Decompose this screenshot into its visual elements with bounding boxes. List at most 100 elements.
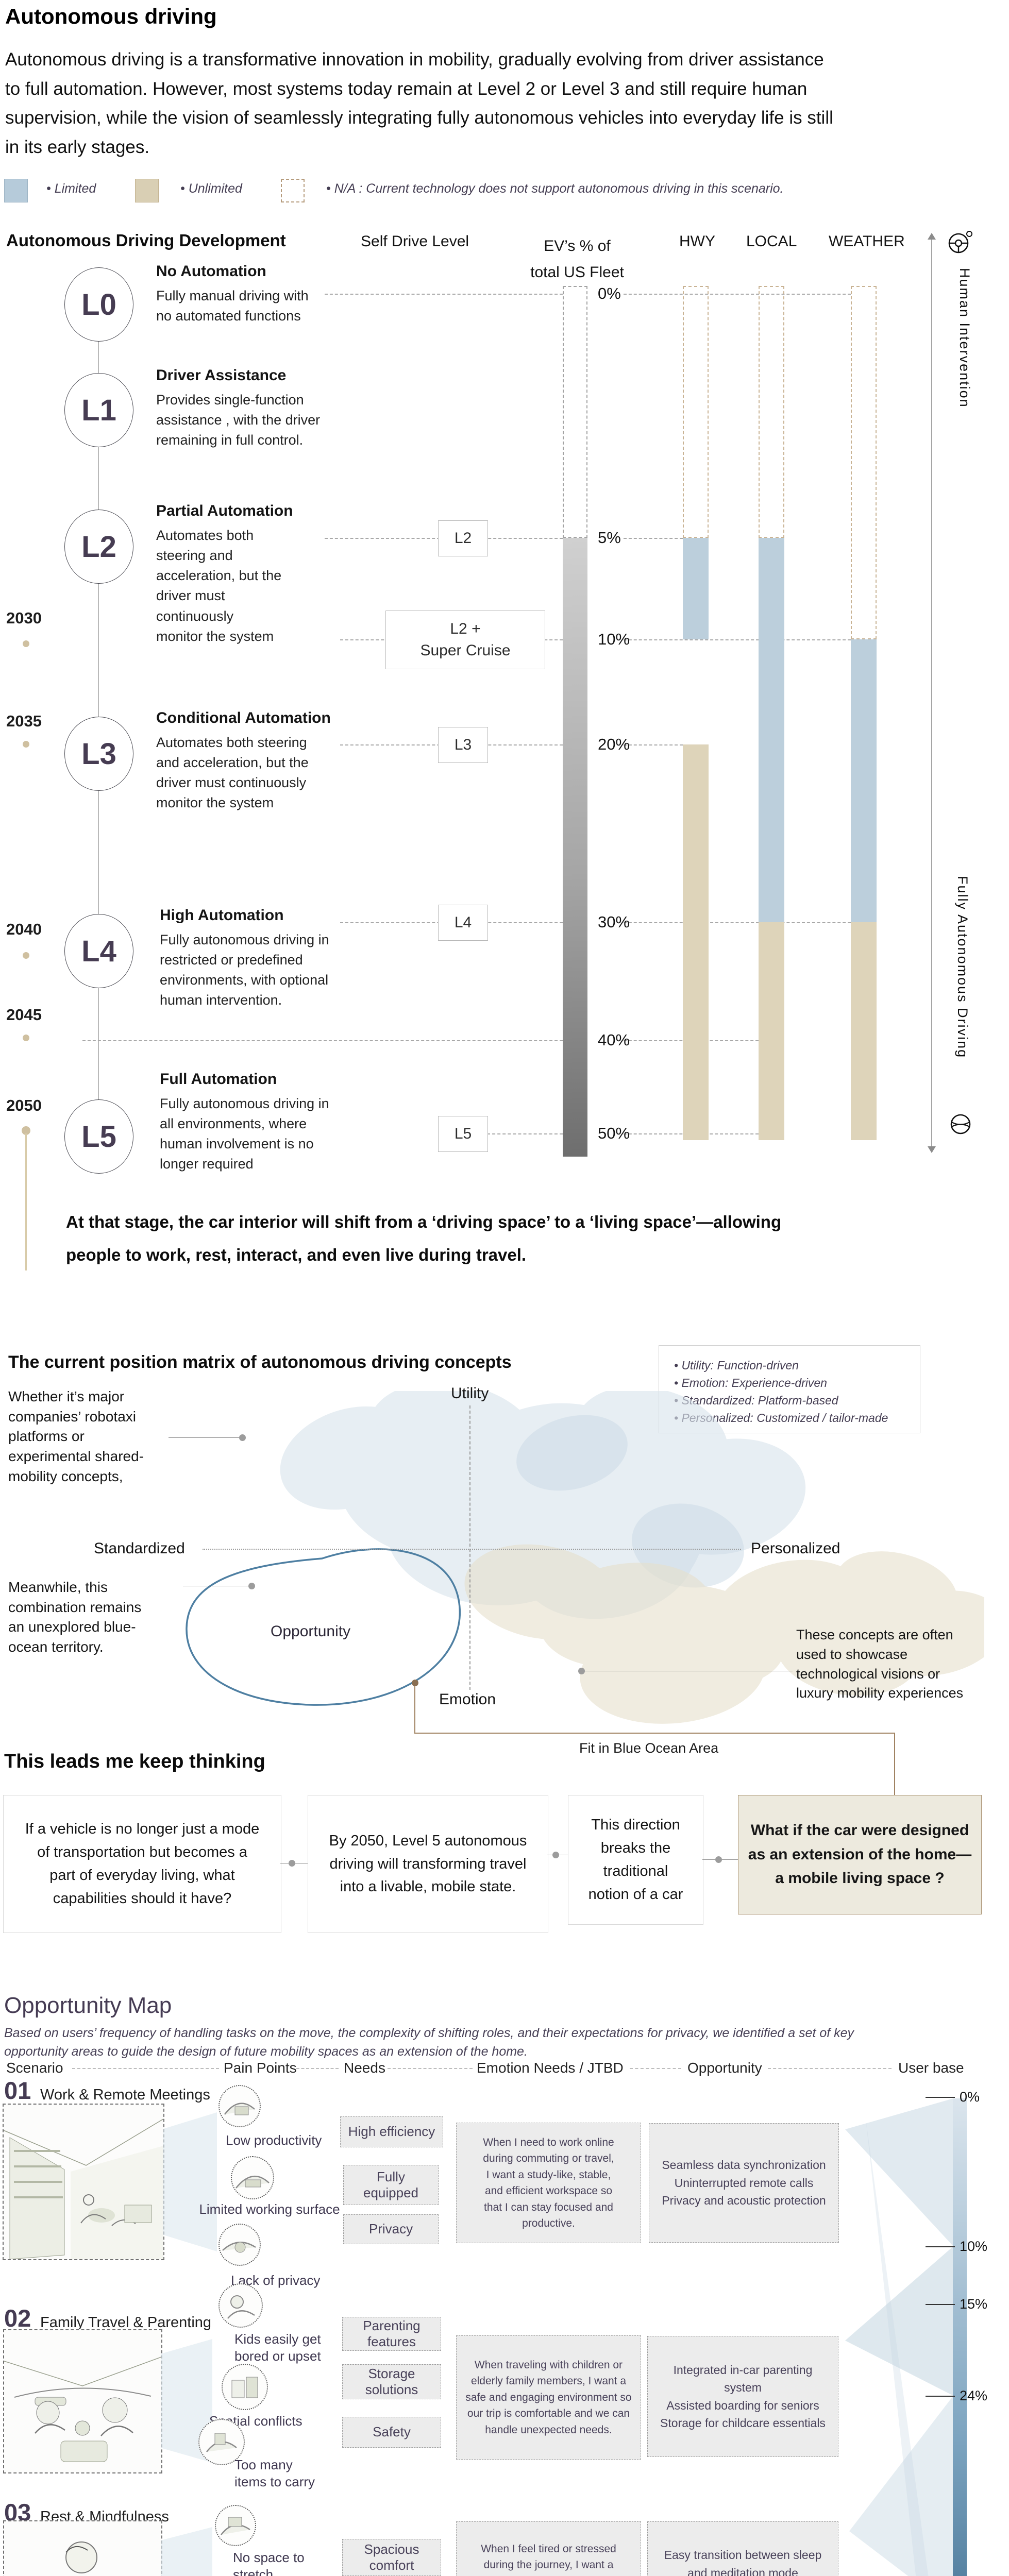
ev-bar-gradient [563,538,587,1157]
matrix-axis-emotion: Emotion [439,1691,496,1708]
thinking-box-capabilities: If a vehicle is no longer just a mode of… [3,1795,281,1933]
opportunity-circle-outline [186,1548,461,1706]
userbase-tick-10 [926,2246,955,2247]
matrix-axis-personalized: Personalized [751,1540,840,1557]
scenario-02-jtbd: When traveling with children or elderly … [456,2335,641,2460]
matrix-axis-utility: Utility [451,1385,489,1402]
scenario-02-title: Family Travel & Parenting [40,2314,212,2331]
gridline-10pct-right [624,639,851,640]
tick-20pct: 20% [598,735,630,753]
axis-top-arrow [928,233,936,240]
matrix-note-showcase: These concepts are often used to showcas… [796,1627,964,1701]
l1-desc: Provides single-function assistance , wi… [156,392,321,448]
na-swatch [281,179,305,202]
year-2035-dot [23,741,29,748]
l5-title: Full Automation [160,1071,277,1088]
fit-connector-vline1 [414,1686,415,1733]
matrix-title: The current position matrix of autonomou… [8,1352,512,1372]
matrix-axis-standardized: Standardized [94,1540,185,1557]
gridline-50pct-left [487,1133,563,1134]
thinking-connector-dot-2 [552,1852,559,1858]
year-2050: 2050 [6,1096,42,1114]
omap-title: Opportunity Map [4,1993,172,2018]
scenario-03-pain-bubble-1 [215,2505,256,2546]
scenario-01-pain-2: Limited working surface [199,2201,340,2217]
level-node-l3: L3 [64,717,133,791]
scenario-03-pain-1: No space to stretch [233,2550,305,2576]
userbase-tick-0-label: 0% [960,2089,980,2105]
note-robotaxi-dot [239,1434,246,1441]
scenario-03-jtbd: When I feel tired or stressed during the… [456,2521,641,2576]
tick-5pct: 5% [598,529,621,547]
axis-top-label: Human Intervention [957,268,972,408]
selfdrive-box-l3: L3 [438,727,488,763]
matrix-blobs [186,1391,984,1724]
year-2030: 2030 [6,609,42,627]
gridline-5pct-right [624,538,683,539]
scenario-02-need-1: Parenting features [342,2317,441,2351]
selfdrive-box-l2: L2 [438,520,488,556]
note-blueocean-dot [248,1583,255,1589]
l3-title: Conditional Automation [156,709,331,726]
ev-bar-na-outline [563,286,587,538]
fit-blue-ocean-label: Fit in Blue Ocean Area [579,1740,719,1756]
scenario-01-illustration [3,2104,164,2260]
userbase-tick-15-label: 15% [960,2296,988,2312]
scenario-02-opportunity: Integrated in-car parenting system Assis… [647,2336,838,2457]
page-title: Autonomous driving [5,4,217,28]
axis-bottom-label: Fully Autonomous Driving [955,876,970,1059]
userbase-tick-15 [926,2304,955,2305]
matrix-note-blueocean: Meanwhile, this combination remains an u… [8,1579,142,1655]
gridline-40pct-left [82,1040,563,1041]
scenario-01-pain-bubble-2 [231,2156,274,2199]
scenario-02-pain-bubble-3 [198,2419,245,2465]
scenario-02-num: 02 [4,2304,31,2332]
matrix-opportunity-label: Opportunity [271,1623,351,1640]
gridline-30pct-right [624,922,851,923]
year-2040: 2040 [6,920,42,938]
scenario-01-need-3: Privacy [343,2214,439,2244]
scenario-01-title: Work & Remote Meetings [40,2087,210,2103]
note-robotaxi-leader [169,1437,242,1438]
tick-10pct: 10% [598,630,630,648]
omap-header-sep-4 [630,2068,681,2069]
weather-unlimited-bar [851,922,877,1140]
scenario-03-illustration [3,2520,162,2576]
scenario-01-pain-bubble-1 [218,2085,261,2127]
omap-header-sep-1 [72,2068,219,2069]
level-node-l4: L4 [64,914,133,988]
scenario-01-num: 01 [4,2077,31,2104]
matrix-vertical-axis [469,1405,470,1690]
scenario-01-need-2: Fully equipped [343,2165,439,2205]
selfdrive-box-l4: L4 [438,905,488,941]
matrix-legend-standardized: • Standardized: Platform-based [674,1394,838,1407]
userbase-tick-24 [926,2396,955,2397]
l0-title: No Automation [156,263,266,280]
scenario-02-pain-bubble-1 [218,2283,263,2328]
matrix-legend-emotion: • Emotion: Experience-driven [674,1376,827,1389]
scenario-02-pain-1: Kids easily get bored or upset [234,2331,321,2364]
living-space-quote: At that stage, the car interior will shi… [66,1212,782,1265]
matrix-legend-utility: • Utility: Function-driven [674,1359,799,1372]
scenario-02-illustration [3,2329,162,2473]
omap-header-sep-3 [388,2068,473,2069]
col-local: LOCAL [746,233,797,250]
col-self-drive-level: Self Drive Level [361,233,469,250]
level-node-l1: L1 [64,373,133,447]
gridline-0pct-right [624,294,851,295]
hwy-na-outline [683,286,709,538]
intro-paragraph: Autonomous driving is a transformative i… [5,49,833,158]
omap-header-pains: Pain Points [224,2060,297,2076]
thinking-connector-dot-3 [715,1856,722,1863]
local-unlimited-bar [759,922,784,1140]
year-2050-tail-line [25,1133,27,1270]
l1-title: Driver Assistance [156,367,287,384]
scenario-01-pain-bubble-3 [218,2224,261,2266]
thinking-box-breaks-notion: This direction breaks the traditional no… [568,1795,703,1925]
fit-connector-hline [414,1733,895,1734]
omap-header-opportunity: Opportunity [687,2060,762,2076]
tick-30pct: 30% [598,913,630,931]
omap-header-sep-2 [296,2068,339,2069]
thinking-connector-dot-1 [289,1860,295,1867]
tick-0pct: 0% [598,284,621,302]
